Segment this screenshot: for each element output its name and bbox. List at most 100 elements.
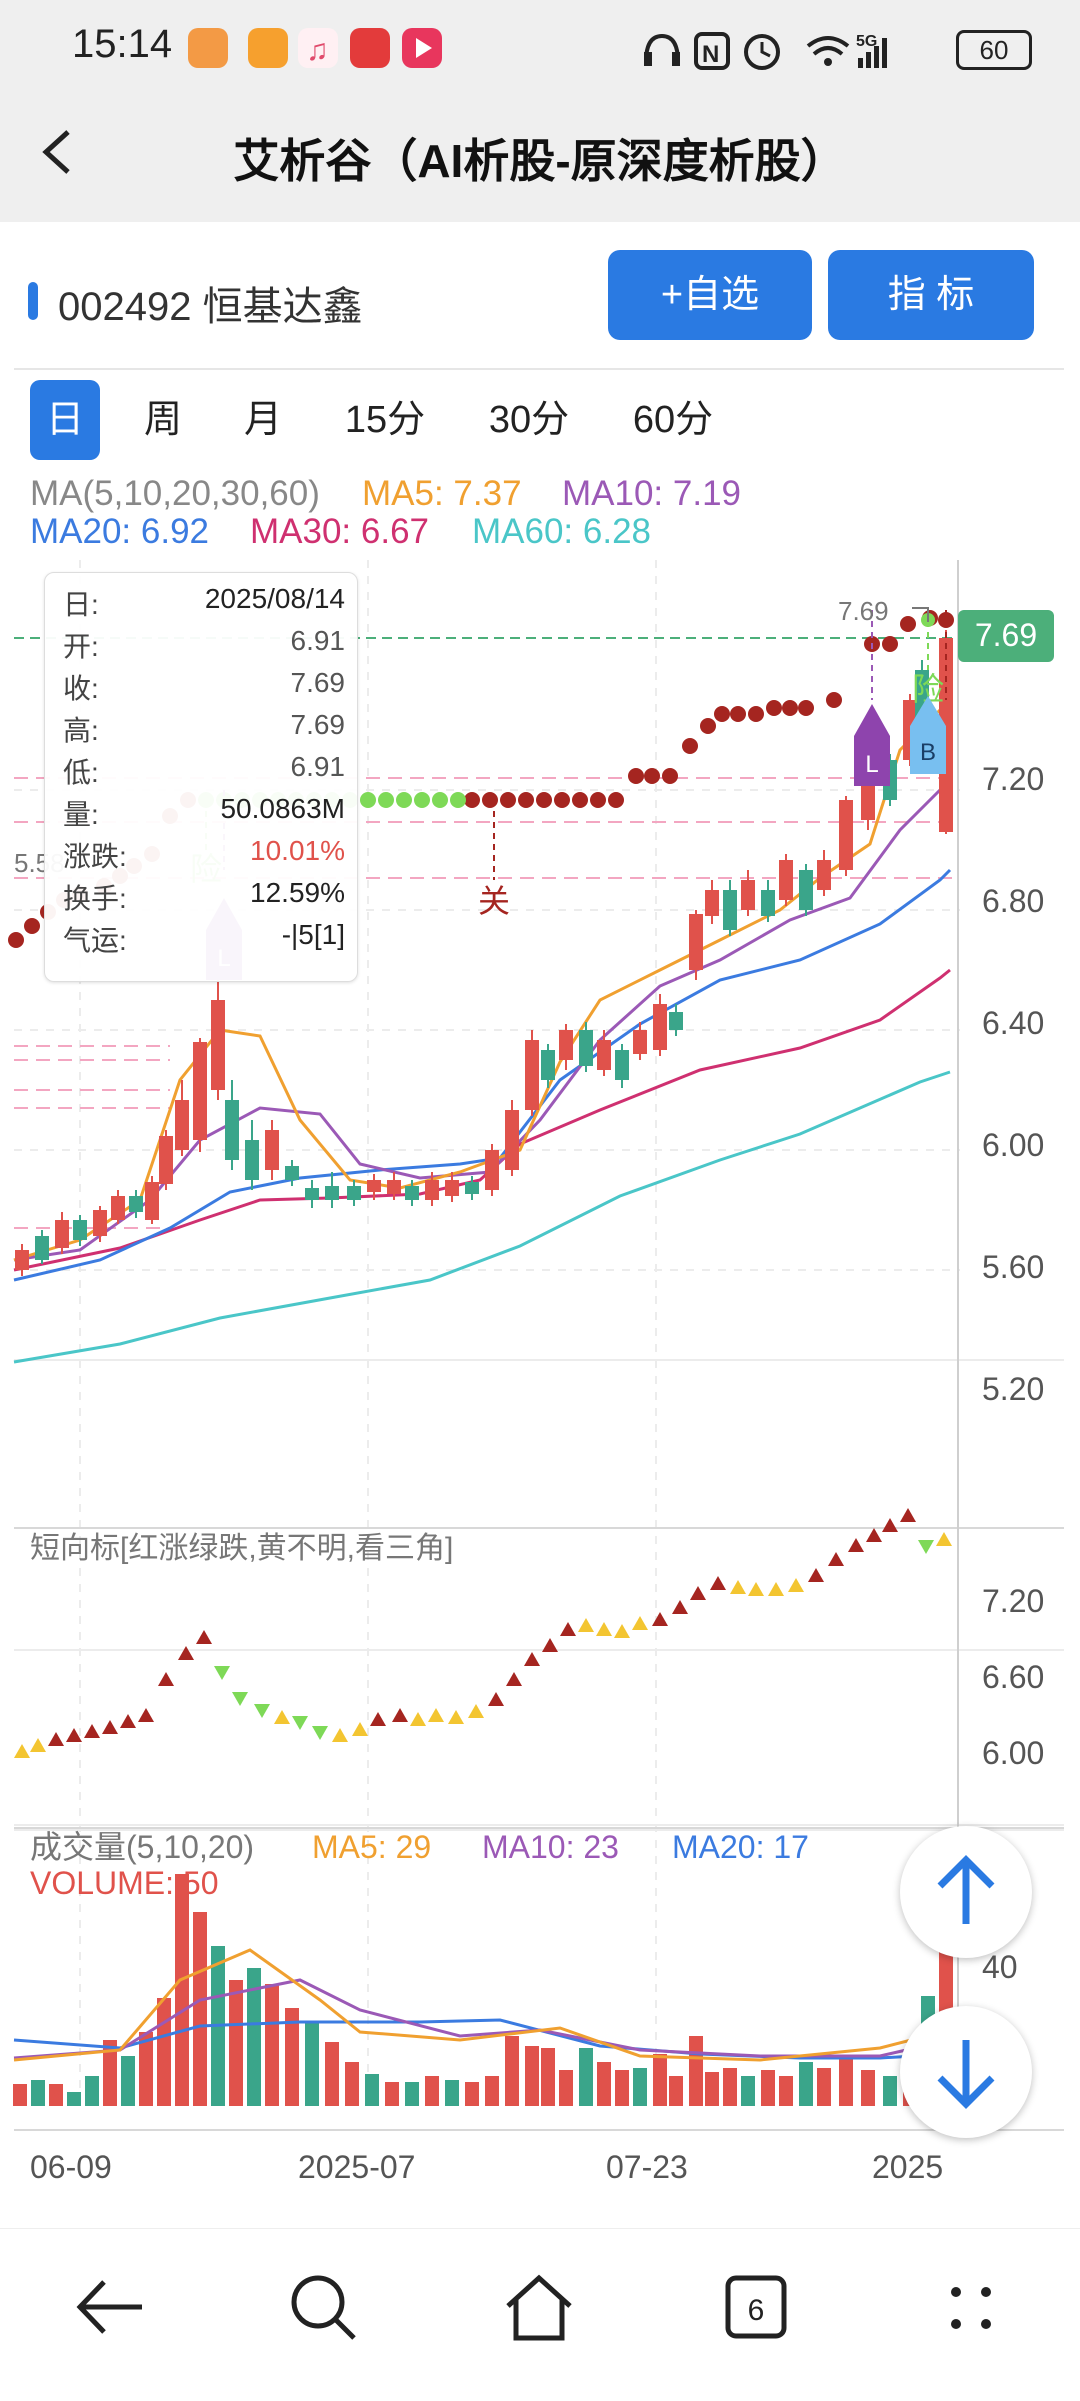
trend-dot: [766, 700, 782, 716]
tab-15min[interactable]: 15分: [344, 399, 426, 441]
volume-ma20: MA20: 17: [672, 1829, 809, 1865]
trend-dot: [730, 706, 746, 722]
volume-bar: [541, 2048, 555, 2106]
svg-text:7.20: 7.20: [982, 761, 1044, 797]
candle-body: [387, 1180, 401, 1194]
signal-triangle: [808, 1568, 824, 1582]
candle-body: [193, 1042, 207, 1140]
close-value: 7.69: [290, 667, 346, 698]
ma5-legend: MA5: 7.37: [362, 474, 522, 513]
scroll-down-button[interactable]: [900, 2006, 1032, 2138]
change-value: 10.01%: [250, 835, 345, 866]
volume-value: 50.0863M: [220, 793, 345, 824]
volume-ma5: MA5: 29: [312, 1829, 431, 1865]
date-axis: 06-09 2025-07 07-23 2025: [30, 2149, 943, 2185]
trend-dot: [782, 700, 798, 716]
scroll-up-button[interactable]: [900, 1826, 1032, 1958]
status-time: 15:14: [72, 22, 173, 66]
tab-week[interactable]: 周: [143, 399, 182, 441]
volume-bar: [13, 2084, 27, 2106]
signal-triangle: [710, 1576, 726, 1590]
volume-bar: [193, 1912, 207, 2106]
candle-body: [445, 1180, 459, 1196]
signal-triangle: [66, 1728, 82, 1742]
candle-body: [559, 1030, 573, 1060]
nav-back-button[interactable]: [64, 2262, 154, 2352]
indicator-button[interactable]: 指 标: [828, 250, 1034, 340]
volume-bar: [705, 2072, 719, 2106]
volume-bar: [385, 2082, 399, 2106]
signal-triangle: [158, 1672, 174, 1686]
candle-body: [93, 1210, 107, 1236]
signal-triangle: [672, 1600, 688, 1614]
trend-dot: [608, 792, 624, 808]
candle-body: [761, 890, 775, 916]
turnover-label: 换手:: [63, 883, 127, 914]
divider: [14, 368, 1064, 370]
trend-dot: [748, 706, 764, 722]
trend-dot: [900, 616, 916, 632]
signal-triangle: [524, 1652, 540, 1666]
signal-triangle: [30, 1738, 46, 1752]
candle-body: [597, 1040, 611, 1070]
trend-dot: [572, 792, 588, 808]
chevron-left-icon: [42, 130, 70, 174]
svg-text:6.00: 6.00: [982, 1127, 1044, 1163]
trend-dot: [644, 768, 660, 784]
trend-dot: [938, 612, 954, 628]
volume-bar: [465, 2082, 479, 2106]
nav-home-button[interactable]: [494, 2262, 584, 2352]
candle-body: [633, 1030, 647, 1054]
tab-60min[interactable]: 60分: [632, 399, 714, 441]
candle-body: [55, 1220, 69, 1248]
app-notification-icon: [350, 28, 390, 68]
candle-body: [175, 1100, 189, 1150]
tab-day[interactable]: 日: [30, 380, 100, 460]
volume-bar: [229, 1980, 243, 2106]
svg-text:2025: 2025: [872, 2149, 943, 2185]
candle-body: [15, 1250, 29, 1270]
luck-value: -|5[1]: [281, 919, 345, 950]
nav-tabs-button[interactable]: 6: [710, 2262, 800, 2352]
svg-text:B: B: [920, 739, 936, 766]
add-watchlist-button[interactable]: +自选: [608, 250, 812, 340]
trend-dot: [360, 792, 376, 808]
tab-30min[interactable]: 30分: [488, 399, 570, 441]
volume-bar: [689, 2036, 703, 2106]
volume-bar: [579, 2048, 593, 2106]
app-notification-icon: [188, 28, 228, 68]
tabs-icon: 6: [725, 2275, 787, 2339]
nav-menu-button[interactable]: [926, 2262, 1016, 2352]
candle-body: [669, 1012, 683, 1030]
nav-search-button[interactable]: [278, 2262, 368, 2352]
candle-body: [145, 1182, 159, 1220]
volume-bar: [49, 2084, 63, 2106]
signal-triangle: [828, 1552, 844, 1566]
close-label: 收:: [63, 673, 99, 704]
music-icon: ♫: [298, 28, 338, 68]
current-price-badge: [958, 610, 1054, 662]
signal-triangle: [788, 1578, 804, 1592]
volume-bar: [633, 2068, 647, 2106]
tab-month[interactable]: 月: [243, 399, 282, 441]
signal-triangle: [488, 1692, 504, 1706]
signal-triangle: [690, 1586, 706, 1600]
svg-text:N: N: [702, 41, 719, 68]
stock-name: 002492 恒基达鑫: [58, 285, 363, 329]
signal-triangle: [48, 1732, 64, 1746]
close-marker: 关: [478, 883, 510, 919]
volume-bar: [723, 2068, 737, 2106]
signal-triangle: [542, 1638, 558, 1652]
svg-text:L: L: [865, 751, 878, 778]
volume-bar: [325, 2042, 339, 2106]
high-arrow: [912, 607, 929, 622]
signal-triangle: [652, 1612, 668, 1626]
candle-body: [245, 1140, 259, 1180]
signal-triangle: [730, 1580, 746, 1594]
trend-dot: [518, 792, 534, 808]
candle-body: [73, 1220, 87, 1240]
svg-text:7.69: 7.69: [975, 617, 1037, 653]
back-button[interactable]: [28, 112, 88, 192]
status-bar: [0, 0, 1080, 92]
candle-body: [839, 800, 853, 870]
